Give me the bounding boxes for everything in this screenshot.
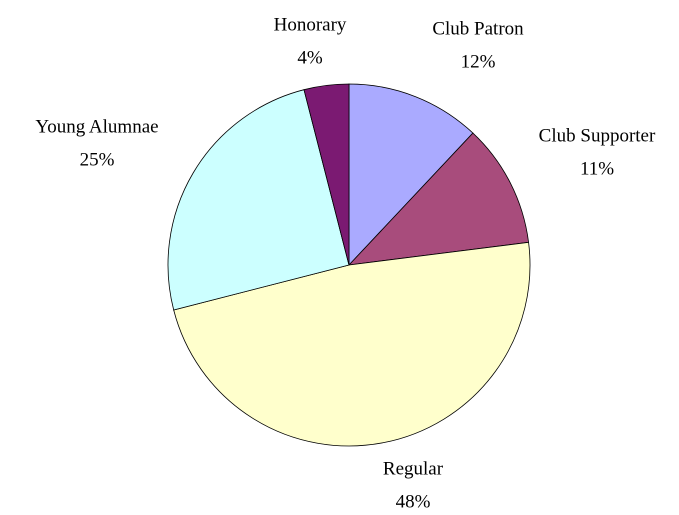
slice-label: Club Patron xyxy=(432,18,524,39)
slice-value-label: 11% xyxy=(580,158,614,179)
pie-slice xyxy=(173,241,531,447)
pie-slice xyxy=(347,132,530,266)
slice-value-label: 48% xyxy=(396,491,431,512)
pie-slice xyxy=(348,83,474,267)
pie-slice xyxy=(303,83,350,266)
slice-label: Regular xyxy=(383,458,444,479)
slice-label: Club Supporter xyxy=(539,125,656,146)
slice-value-label: 4% xyxy=(297,47,323,68)
pie-slice xyxy=(167,89,350,311)
slice-label: Young Alumnae xyxy=(35,116,158,137)
slice-value-label: 25% xyxy=(80,149,115,170)
slice-value-label: 12% xyxy=(461,51,496,72)
slice-label: Honorary xyxy=(274,14,347,35)
